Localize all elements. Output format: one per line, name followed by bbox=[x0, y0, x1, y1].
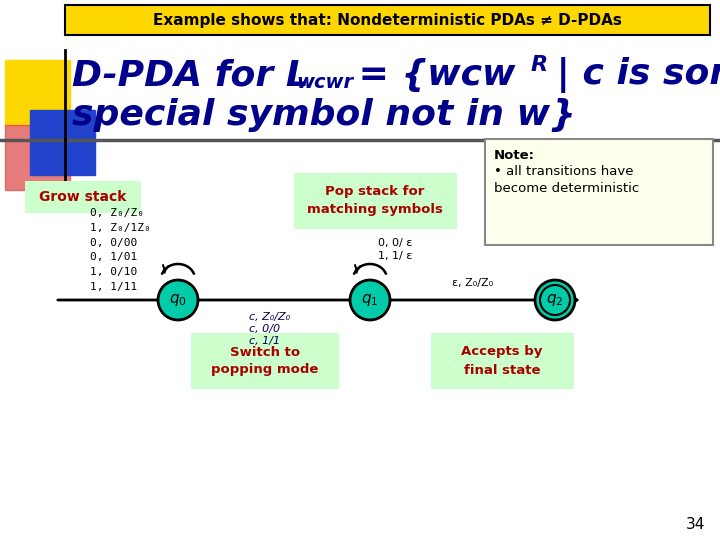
Text: 1, 1/ ε: 1, 1/ ε bbox=[378, 251, 413, 261]
Text: R: R bbox=[531, 55, 548, 75]
FancyBboxPatch shape bbox=[431, 333, 574, 389]
Circle shape bbox=[158, 280, 198, 320]
Text: c, 0/0: c, 0/0 bbox=[249, 324, 280, 334]
Text: ε, Z₀/Z₀: ε, Z₀/Z₀ bbox=[452, 278, 494, 288]
Text: Pop stack for
matching symbols: Pop stack for matching symbols bbox=[307, 186, 443, 217]
Circle shape bbox=[535, 280, 575, 320]
Text: c, 1/1: c, 1/1 bbox=[249, 336, 280, 346]
FancyBboxPatch shape bbox=[294, 173, 457, 229]
Text: = {wcw: = {wcw bbox=[346, 58, 516, 92]
Text: Switch to
popping mode: Switch to popping mode bbox=[211, 346, 319, 376]
Text: Note:: Note: bbox=[494, 149, 535, 162]
Text: $q_0$: $q_0$ bbox=[169, 292, 187, 308]
Text: | c is some: | c is some bbox=[544, 57, 720, 93]
Text: 0, 0/ ε: 0, 0/ ε bbox=[378, 238, 413, 248]
FancyBboxPatch shape bbox=[485, 139, 713, 245]
Text: Accepts by
final state: Accepts by final state bbox=[462, 346, 543, 376]
Text: c, Z₀/Z₀: c, Z₀/Z₀ bbox=[249, 312, 290, 322]
Text: special symbol not in w}: special symbol not in w} bbox=[72, 98, 576, 132]
Text: • all transitions have: • all transitions have bbox=[494, 165, 634, 178]
FancyBboxPatch shape bbox=[25, 181, 141, 213]
Text: $q_2$: $q_2$ bbox=[546, 292, 564, 308]
Text: 0, Z₀/Z₀
1, Z₀/1Z₀
0, 0/00
0, 1/01
1, 0/10
1, 1/11: 0, Z₀/Z₀ 1, Z₀/1Z₀ 0, 0/00 0, 1/01 1, 0/… bbox=[90, 208, 150, 292]
Bar bbox=[5, 125, 70, 190]
Text: wcwr: wcwr bbox=[296, 73, 353, 92]
Bar bbox=[30, 110, 95, 175]
Text: become deterministic: become deterministic bbox=[494, 182, 639, 195]
Text: Example shows that: Nondeterministic PDAs ≠ D-PDAs: Example shows that: Nondeterministic PDA… bbox=[153, 12, 621, 28]
Text: $q_1$: $q_1$ bbox=[361, 292, 379, 308]
Text: Grow stack: Grow stack bbox=[40, 190, 127, 204]
Text: 34: 34 bbox=[685, 517, 705, 532]
FancyBboxPatch shape bbox=[65, 5, 710, 35]
Text: D-PDA for L: D-PDA for L bbox=[72, 58, 309, 92]
Circle shape bbox=[350, 280, 390, 320]
FancyBboxPatch shape bbox=[191, 333, 339, 389]
Bar bbox=[5, 60, 70, 125]
